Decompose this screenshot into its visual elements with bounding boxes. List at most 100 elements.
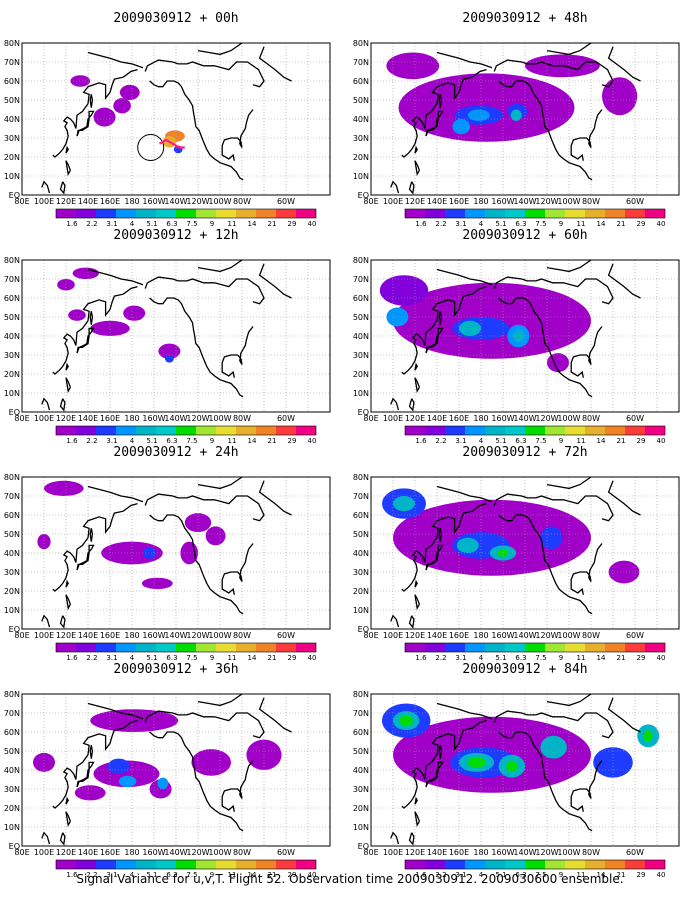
- colorbar-level-label: 9: [210, 220, 214, 228]
- variance-contour: [68, 309, 86, 321]
- coastlines: [390, 43, 641, 195]
- lat-tick-label: 20N: [4, 153, 20, 162]
- lon-tick-label: 60W: [277, 197, 295, 206]
- coastline: [493, 710, 614, 739]
- colorbar-swatch: [505, 426, 525, 435]
- coastline: [401, 502, 487, 592]
- colorbar-level-label: 7.5: [186, 437, 197, 445]
- map-frame: [21, 259, 331, 413]
- lat-tick-label: 20N: [353, 153, 369, 162]
- variance-contour: [593, 747, 633, 778]
- lat-tick-label: 10N: [4, 606, 20, 615]
- colorbar-swatch: [196, 426, 216, 435]
- lat-tick-label: 10N: [353, 389, 369, 398]
- colorbar-level-label: 5.1: [495, 437, 506, 445]
- lat-tick-label: 10N: [4, 823, 20, 832]
- colorbar-level-label: 21: [268, 871, 277, 879]
- coastline: [570, 543, 603, 595]
- colorbar-swatch: [216, 209, 236, 218]
- variance-contour: [456, 537, 479, 553]
- lon-tick-label: 140W: [164, 197, 187, 206]
- coastlines: [41, 260, 292, 412]
- lat-tick-label: 70N: [353, 492, 369, 501]
- colorbar: 1.6 2.2 3.1 4 5.1 6.3 7.5 9 11 14 21 29 40: [55, 642, 317, 662]
- gridlines: [22, 260, 330, 412]
- lat-tick-label: 80N: [4, 690, 20, 699]
- colorbar-level-label: 5.1: [495, 220, 506, 228]
- lon-tick-label: 140E: [78, 631, 98, 640]
- lon-tick-label: 100W: [557, 631, 580, 640]
- colorbar-level-label: 4: [479, 871, 484, 879]
- colorbar-level-label: 2.2: [435, 871, 446, 879]
- colorbar-swatch: [176, 426, 196, 435]
- colorbar-level-label: 1.6: [66, 654, 78, 662]
- coastline: [87, 268, 144, 286]
- colorbar-swatch: [196, 643, 216, 652]
- colorbar-swatch: [545, 426, 565, 435]
- coastline: [401, 285, 487, 375]
- colorbar-level-label: 40: [308, 654, 317, 662]
- coastline: [59, 181, 66, 195]
- colorbar-level-label: 1.6: [415, 871, 427, 879]
- variance-contour: [90, 320, 130, 336]
- gridlines: [371, 43, 679, 195]
- coastline: [59, 832, 66, 846]
- lon-tick-label: 140E: [427, 848, 447, 857]
- colorbar-swatch: [116, 643, 136, 652]
- lon-tick-label: 100W: [208, 631, 231, 640]
- lon-tick-label: 140E: [427, 197, 447, 206]
- lon-tick-label: 160W: [491, 197, 514, 206]
- lon-tick-label: 120W: [535, 848, 558, 857]
- variance-field: [57, 267, 181, 363]
- panel-title: 2009030912 + 12h: [113, 228, 238, 243]
- colorbar-level-label: 21: [617, 654, 626, 662]
- coastline: [414, 796, 418, 805]
- panel-title: 2009030912 + 24h: [113, 445, 238, 460]
- coastline: [52, 502, 138, 592]
- colorbar-level-label: 1.6: [415, 437, 427, 445]
- lon-tick-label: 80E: [14, 197, 29, 206]
- coastlines: [41, 43, 292, 195]
- colorbar-level-label: 9: [559, 871, 563, 879]
- lat-tick-label: 10N: [4, 389, 20, 398]
- coastline: [149, 80, 244, 181]
- colorbar-level-label: 7.5: [535, 437, 546, 445]
- colorbar-swatch: [256, 643, 276, 652]
- lat-tick-label: 70N: [353, 709, 369, 718]
- coastline: [414, 160, 421, 176]
- lon-tick-label: 160W: [491, 631, 514, 640]
- colorbar-level-label: 4: [130, 871, 135, 879]
- colorbar-level-label: 2.2: [435, 220, 446, 228]
- panel-title: 2009030912 + 36h: [113, 662, 238, 677]
- colorbar-swatch: [136, 643, 156, 652]
- lon-tick-label: 180: [124, 631, 139, 640]
- lat-tick-label: 60N: [353, 728, 369, 737]
- variance-contour: [107, 758, 130, 774]
- coastline: [498, 514, 593, 615]
- panel-title: 2009030912 + 48h: [462, 11, 587, 26]
- lon-tick-label: 100W: [208, 197, 231, 206]
- colorbar-level-label: 11: [228, 437, 237, 445]
- lon-tick-label: 160E: [449, 848, 469, 857]
- colorbar-swatch: [425, 643, 445, 652]
- coastline: [59, 615, 66, 629]
- lat-tick-label: 60N: [4, 728, 20, 737]
- variance-contour: [90, 709, 179, 732]
- lon-tick-label: 120E: [405, 414, 425, 423]
- map-panel-60h: 2009030912 + 60h 80E 100E 120E 140E 160E 180 16…: [353, 228, 680, 445]
- coastline: [65, 594, 72, 610]
- colorbar-swatch: [625, 860, 645, 869]
- coastline: [197, 694, 243, 707]
- colorbar-level-label: 11: [577, 871, 586, 879]
- lon-tick-label: 80W: [233, 848, 251, 857]
- lat-tick-label: 80N: [353, 39, 369, 48]
- coastline: [425, 761, 444, 788]
- colorbar-frame: [404, 208, 666, 219]
- lat-tick-label: 30N: [4, 351, 20, 360]
- colorbar-swatch: [236, 860, 256, 869]
- lon-tick-label: 60W: [277, 631, 295, 640]
- colorbar-level-label: 4: [130, 654, 135, 662]
- coastline: [438, 528, 443, 542]
- lat-tick-label: EQ: [9, 191, 20, 200]
- colorbar-level-label: 2.2: [86, 871, 97, 879]
